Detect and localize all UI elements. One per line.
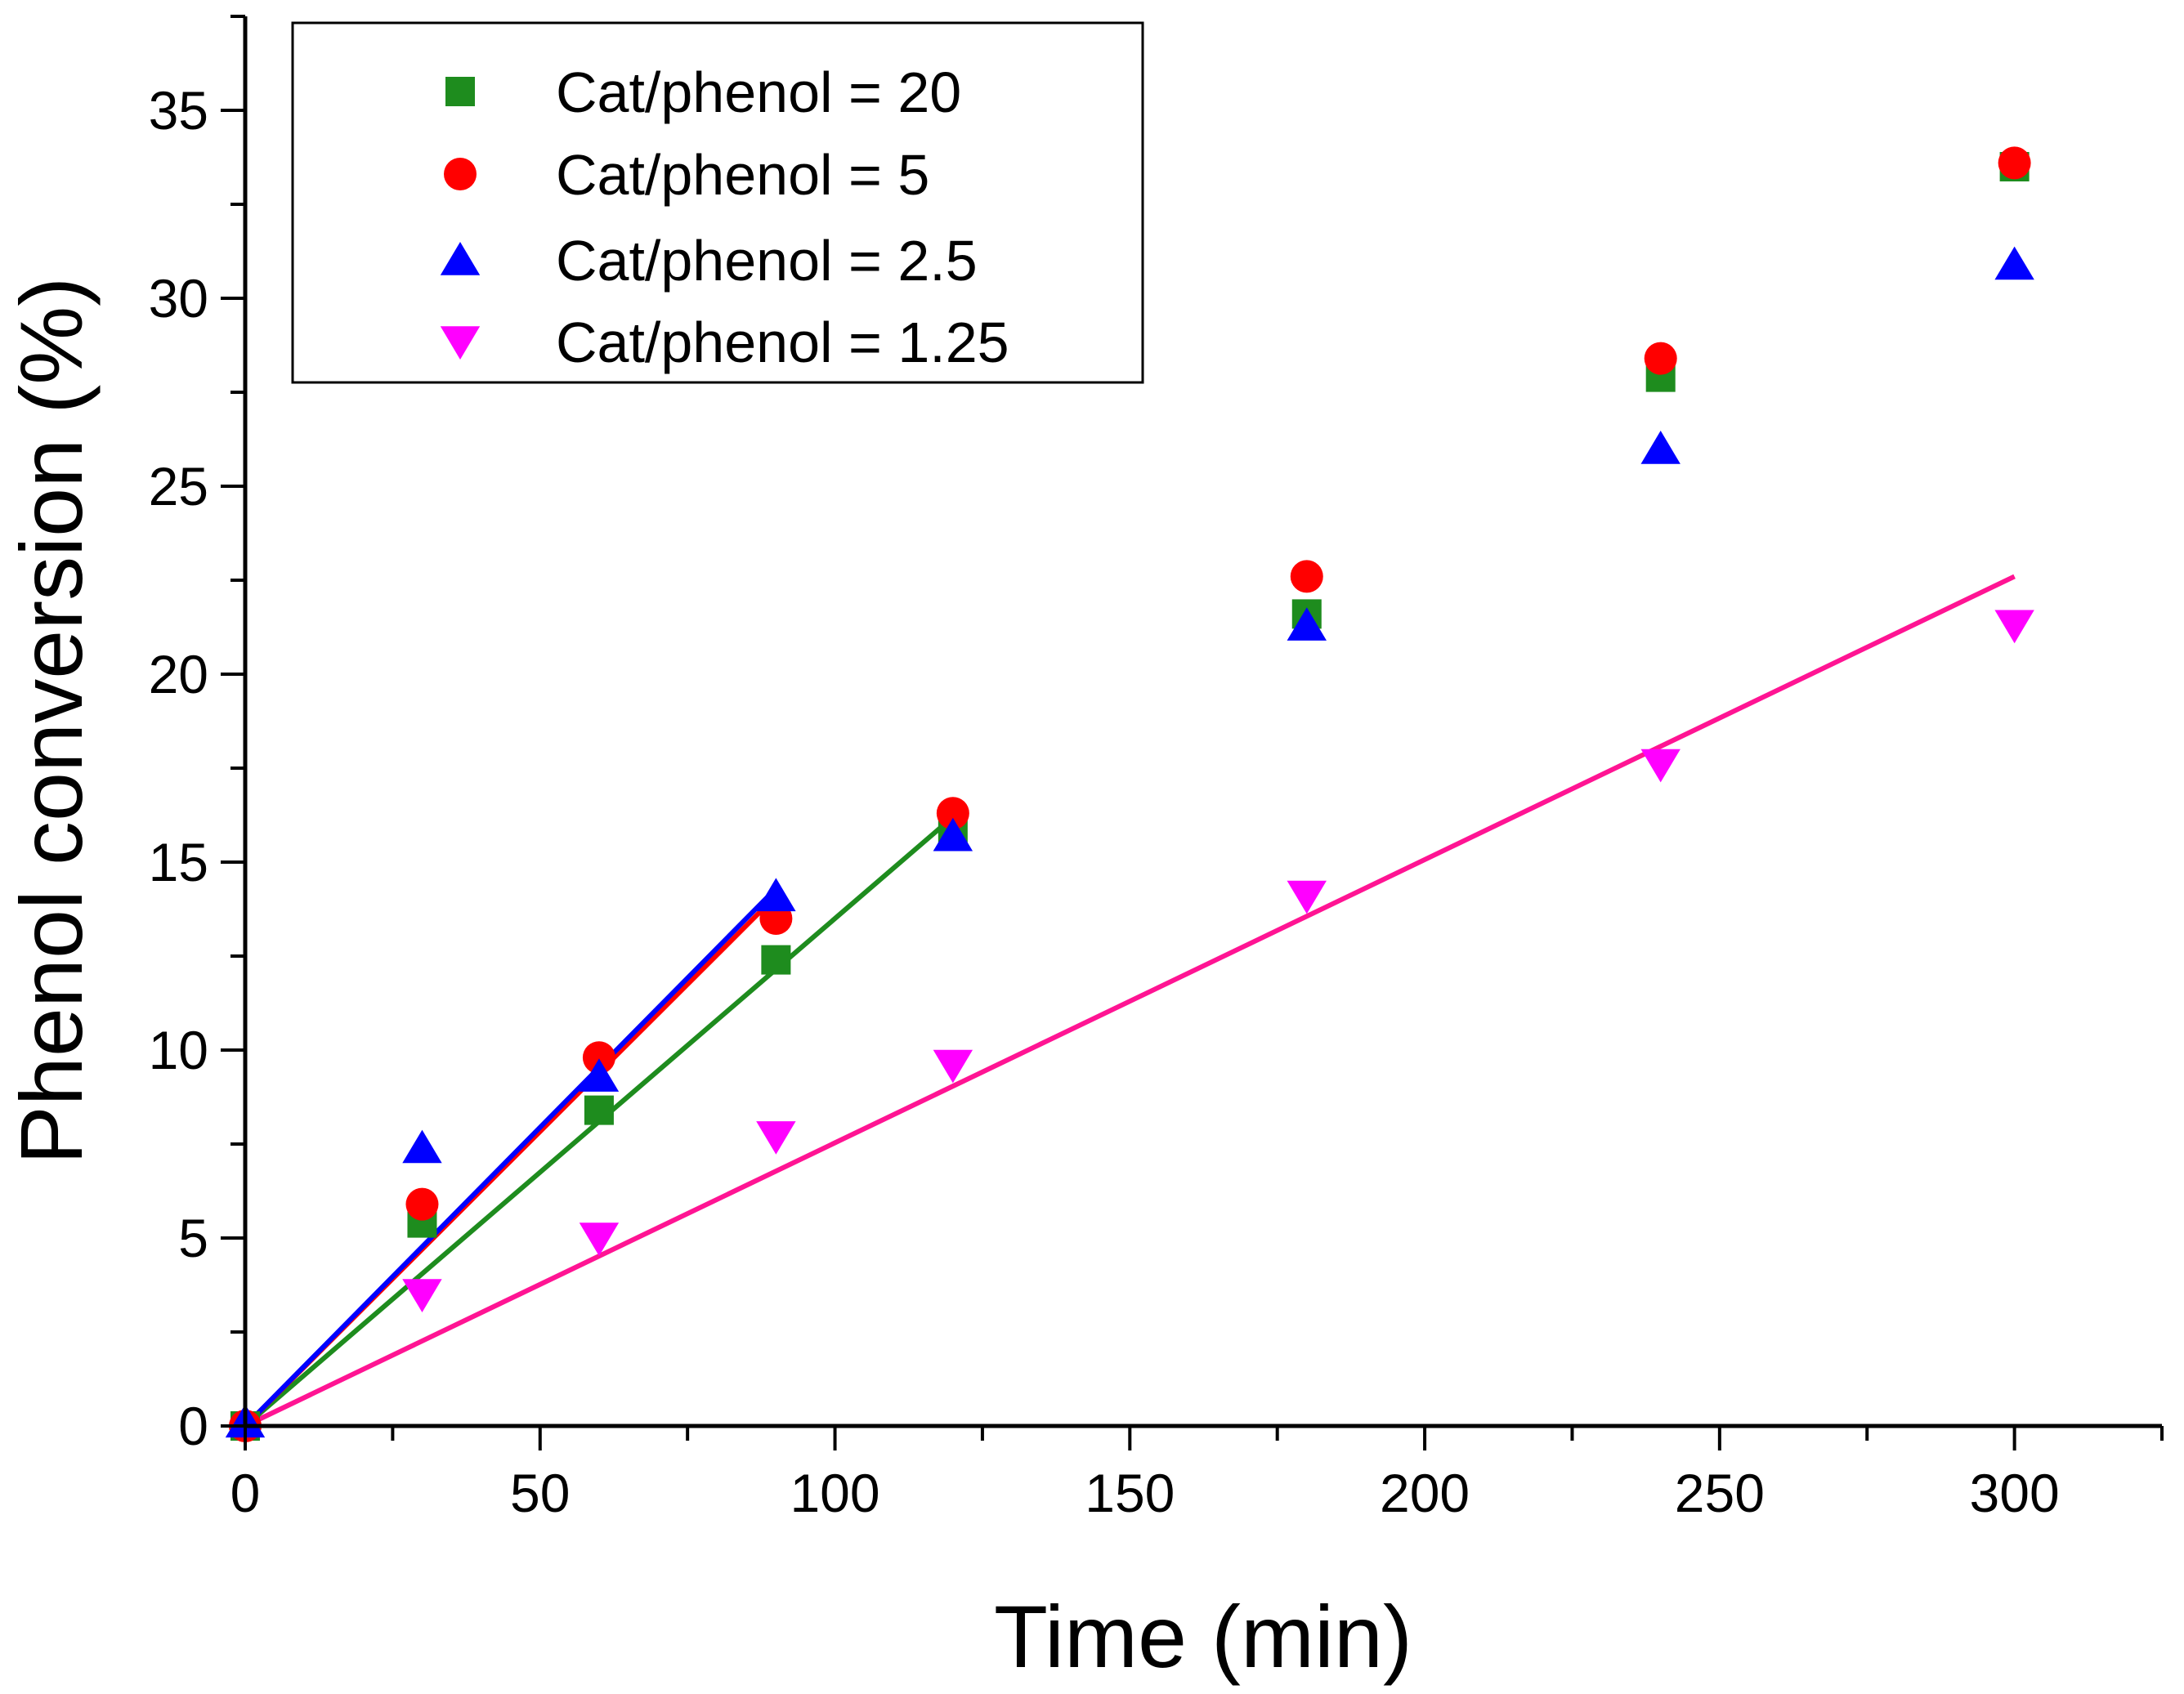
data-point-s4 [402, 1279, 442, 1312]
fit-line-4 [244, 574, 2016, 1428]
data-point-s2 [1290, 560, 1323, 593]
y-ticks: 0 5 10 15 20 25 30 35 [149, 15, 245, 1456]
legend-label-1: Cat/phenol = 20 [556, 60, 961, 124]
data-point-s1 [761, 945, 791, 975]
y-tick-label: 5 [178, 1208, 208, 1268]
x-tick-label: 50 [510, 1463, 570, 1523]
data-point-s2 [582, 1041, 615, 1075]
legend-label-3: Cat/phenol = 2.5 [556, 229, 978, 293]
data-point-s2 [1998, 146, 2031, 180]
x-tick-label: 150 [1085, 1463, 1175, 1523]
legend-label-4: Cat/phenol = 1.25 [556, 311, 1009, 374]
data-point-s4 [1287, 880, 1327, 914]
data-point-s3 [402, 1129, 442, 1164]
data-point-s1 [584, 1095, 614, 1125]
axes [243, 16, 2162, 1428]
fit-lines [243, 574, 2016, 1428]
data-point-s4 [579, 1222, 620, 1256]
data-point-s3 [1287, 607, 1327, 641]
data-point-s2 [1644, 342, 1677, 375]
data-point-s3 [933, 817, 973, 851]
data-point-s4 [1640, 749, 1681, 783]
legend-marker-2 [444, 158, 477, 190]
legend: Cat/phenol = 20 Cat/phenol = 5 Cat/phenol … [291, 21, 1144, 384]
legend-box [291, 21, 1144, 384]
data-points [225, 146, 2034, 1442]
y-tick-label: 15 [149, 832, 208, 892]
data-point-s3 [756, 878, 796, 912]
legend-marker-3 [440, 242, 481, 275]
data-point-s3 [1994, 246, 2034, 280]
data-point-s4 [1994, 610, 2034, 644]
x-tick-label: 200 [1380, 1463, 1470, 1523]
y-tick-label: 25 [149, 456, 208, 516]
fit-line-3 [243, 887, 778, 1428]
data-point-s4 [933, 1049, 973, 1084]
y-tick-label: 10 [149, 1020, 208, 1080]
legend-label-2: Cat/phenol = 5 [556, 143, 929, 207]
y-axis-title: Phenol conversion (%) [2, 277, 101, 1165]
y-tick-label: 35 [149, 80, 208, 141]
y-tick-label: 30 [149, 268, 208, 329]
x-tick-label: 0 [230, 1463, 261, 1523]
data-point-s2 [405, 1187, 439, 1221]
data-point-s4 [756, 1121, 796, 1155]
legend-marker-4 [440, 326, 481, 360]
data-point-s3 [579, 1058, 620, 1092]
x-axis-title: Time (min) [994, 1587, 1412, 1686]
y-tick-label: 20 [149, 644, 208, 704]
data-point-s3 [1640, 431, 1681, 464]
y-tick-label: 0 [178, 1396, 208, 1456]
x-ticks: 0 50 100 150 200 250 300 [230, 1426, 2164, 1523]
x-tick-label: 250 [1675, 1463, 1765, 1523]
data-point-s2 [936, 797, 969, 830]
legend-marker-1 [445, 77, 475, 106]
x-tick-label: 300 [1970, 1463, 2060, 1523]
x-tick-label: 100 [790, 1463, 879, 1523]
